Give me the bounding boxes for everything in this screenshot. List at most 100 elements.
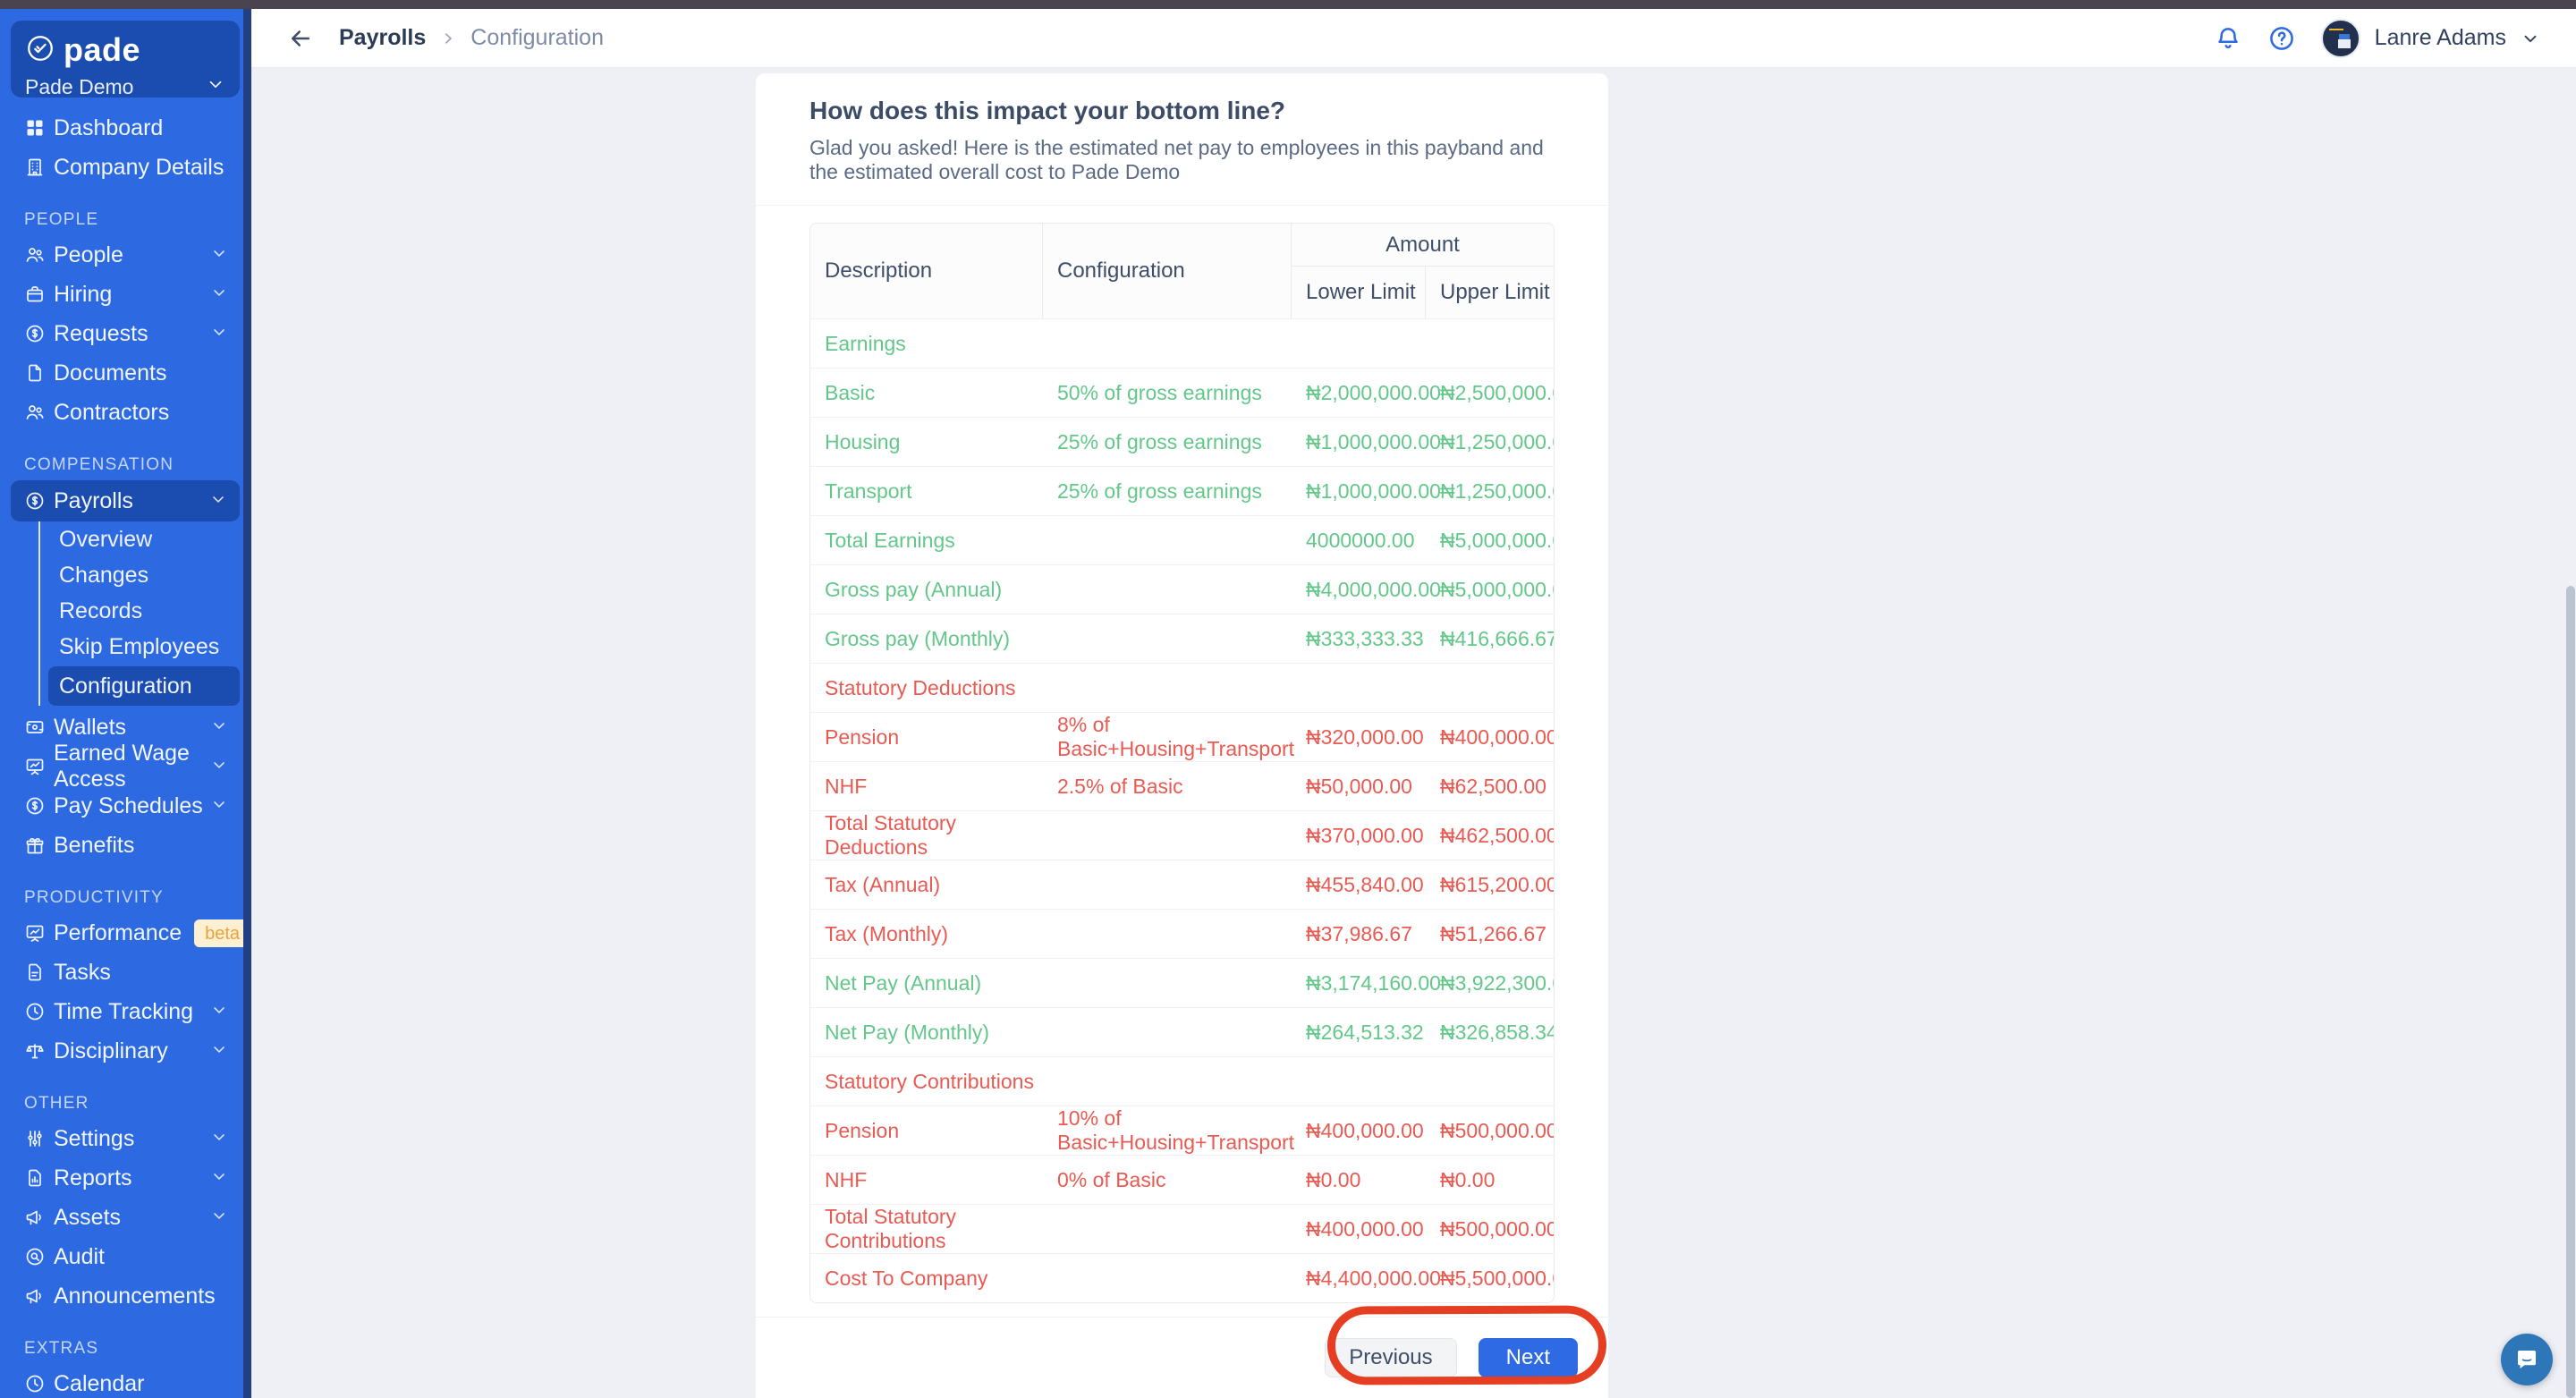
sidebar-item-benefits[interactable]: Benefits bbox=[0, 826, 251, 865]
sidebar-subitem-changes[interactable]: Changes bbox=[40, 557, 251, 593]
sidebar-item-audit[interactable]: Audit bbox=[0, 1237, 251, 1276]
notification-bell-icon bbox=[2217, 27, 2238, 48]
sidebar-item-wallets[interactable]: Wallets bbox=[0, 707, 251, 747]
subitem-label: Overview bbox=[59, 526, 153, 552]
sidebar-item-payrolls[interactable]: Payrolls bbox=[11, 480, 240, 521]
sidebar-item-dashboard[interactable]: Dashboard bbox=[0, 108, 251, 148]
report-icon bbox=[29, 1169, 41, 1187]
previous-button[interactable]: Previous bbox=[1325, 1338, 1457, 1377]
people-icon bbox=[26, 248, 44, 262]
cell-configuration: 25% of gross earnings bbox=[1043, 466, 1292, 515]
sidebar-item-settings[interactable]: Settings bbox=[0, 1119, 251, 1158]
sidebar-scrollbar[interactable] bbox=[243, 9, 251, 1398]
sidebar-subitem-skip-employees[interactable]: Skip Employees bbox=[40, 629, 251, 665]
cell-description: NHF bbox=[810, 1155, 1043, 1204]
cell-lower-limit: ₦455,840.00 bbox=[1292, 860, 1426, 909]
cell-configuration bbox=[1043, 614, 1292, 663]
cell-description: Gross pay (Annual) bbox=[810, 564, 1043, 614]
sidebar-item-reports[interactable]: Reports bbox=[0, 1158, 251, 1198]
page-title: How does this impact your bottom line? bbox=[809, 97, 1286, 124]
sidebar-item-tasks[interactable]: Tasks bbox=[0, 953, 251, 992]
sidebar-subitem-overview[interactable]: Overview bbox=[40, 521, 251, 557]
sidebar-item-calendar[interactable]: Calendar bbox=[0, 1364, 251, 1398]
sidebar-item-label: Calendar bbox=[54, 1370, 145, 1396]
audit-search-icon bbox=[26, 1248, 44, 1266]
cell-configuration bbox=[1043, 1253, 1292, 1302]
sidebar-item-label: Announcements bbox=[54, 1283, 216, 1309]
sidebar-item-pay-schedules[interactable]: Pay Schedules bbox=[0, 786, 251, 826]
cell-configuration bbox=[1043, 860, 1292, 909]
cell-description: Total Statutory Deductions bbox=[810, 810, 1043, 860]
sidebar-item-people[interactable]: People bbox=[0, 235, 251, 275]
sidebar-item-hiring[interactable]: Hiring bbox=[0, 275, 251, 314]
sidebar-item-contractors[interactable]: Contractors bbox=[0, 393, 251, 432]
sidebar-item-documents[interactable]: Documents bbox=[0, 353, 251, 393]
cell-description: Cost To Company bbox=[810, 1253, 1043, 1302]
cell-configuration bbox=[1043, 958, 1292, 1007]
back-button[interactable] bbox=[287, 25, 314, 52]
cell-description: Basic bbox=[810, 368, 1043, 417]
sidebar-item-earned-wage-access[interactable]: Earned Wage Access bbox=[0, 741, 251, 792]
chat-launcher-button[interactable] bbox=[2501, 1334, 2553, 1385]
page-subtitle: Glad you asked! Here is the estimated ne… bbox=[809, 136, 1544, 183]
page-scrollbar[interactable] bbox=[2566, 586, 2575, 1398]
sidebar-item-performance[interactable]: Performance beta bbox=[0, 913, 251, 953]
avatar bbox=[2320, 18, 2360, 58]
breadcrumb-payrolls-link[interactable]: Payrolls bbox=[339, 25, 427, 50]
notification-bell-button[interactable] bbox=[2214, 24, 2242, 53]
cell-description: Statutory Contributions bbox=[810, 1056, 1043, 1106]
next-button[interactable]: Next bbox=[1478, 1338, 1578, 1377]
org-switcher[interactable]: pade Pade Demo bbox=[11, 21, 240, 98]
cell-lower-limit bbox=[1292, 663, 1426, 712]
cell-lower-limit: ₦400,000.00 bbox=[1292, 1106, 1426, 1155]
announcement-megaphone-icon bbox=[26, 1289, 41, 1304]
chevron-down-icon bbox=[210, 715, 228, 741]
cell-description: Total Earnings bbox=[810, 515, 1043, 564]
header-actions: Lanre Adams bbox=[2214, 18, 2540, 58]
cell-lower-limit: ₦1,000,000.00 bbox=[1292, 417, 1441, 466]
table-row: Statutory Contributions bbox=[810, 1056, 1554, 1106]
cell-upper-limit: ₦1,250,000.00 bbox=[1426, 417, 1554, 466]
cell-lower-limit: ₦264,513.32 bbox=[1292, 1007, 1426, 1056]
table-row: Pension 10% of Basic+Housing+Transport ₦… bbox=[810, 1106, 1554, 1155]
cell-configuration bbox=[1043, 810, 1292, 860]
user-menu[interactable]: Lanre Adams bbox=[2320, 18, 2540, 58]
cell-lower-limit bbox=[1292, 1056, 1426, 1106]
cell-upper-limit: ₦5,000,000.00 bbox=[1426, 515, 1554, 564]
cell-upper-limit: ₦51,266.67 bbox=[1426, 909, 1554, 958]
sidebar-subitem-records[interactable]: Records bbox=[40, 593, 251, 629]
chevron-down-icon bbox=[210, 1038, 228, 1064]
sidebar-item-label: Tasks bbox=[54, 959, 111, 985]
sidebar-item-disciplinary[interactable]: Disciplinary bbox=[0, 1031, 251, 1071]
cell-lower-limit: 4000000.00 bbox=[1292, 515, 1426, 564]
sidebar-group-compensation: COMPENSATION bbox=[24, 455, 174, 474]
cell-upper-limit: ₦326,858.34 bbox=[1426, 1007, 1554, 1056]
performance-chart-icon bbox=[26, 925, 44, 942]
sidebar-item-assets[interactable]: Assets bbox=[0, 1198, 251, 1237]
cell-upper-limit: ₦615,200.00 bbox=[1426, 860, 1554, 909]
sidebar-item-company-details[interactable]: Company Details bbox=[0, 148, 251, 187]
calendar-clock-icon bbox=[26, 1375, 44, 1393]
presentation-chart-icon bbox=[26, 758, 44, 775]
cell-configuration bbox=[1043, 1204, 1292, 1253]
chevron-down-icon bbox=[210, 282, 228, 308]
user-name: Lanre Adams bbox=[2374, 25, 2506, 50]
cell-upper-limit: ₦62,500.00 bbox=[1426, 761, 1554, 810]
cell-configuration bbox=[1043, 1007, 1292, 1056]
cell-description: Pension bbox=[810, 712, 1043, 761]
sidebar-item-label: Time Tracking bbox=[54, 998, 194, 1024]
sidebar-subitem-configuration[interactable]: Configuration bbox=[48, 666, 240, 706]
cell-lower-limit: ₦50,000.00 bbox=[1292, 761, 1426, 810]
table-row: Tax (Annual) ₦455,840.00 ₦615,200.00 bbox=[810, 860, 1554, 909]
clock-icon bbox=[26, 1003, 44, 1021]
sidebar-item-time-tracking[interactable]: Time Tracking bbox=[0, 992, 251, 1031]
sidebar-item-requests[interactable]: Requests bbox=[0, 314, 251, 353]
payband-table-wrap: Description Configuration Amount Lower L… bbox=[809, 223, 1555, 1303]
breadcrumb: Payrolls Configuration bbox=[339, 25, 604, 51]
pade-logo-text: pade bbox=[64, 31, 141, 68]
help-circle-button[interactable] bbox=[2267, 24, 2296, 53]
table-row: Gross pay (Annual) ₦4,000,000.00 ₦5,000,… bbox=[810, 564, 1554, 614]
table-row: Earnings bbox=[810, 318, 1554, 368]
sidebar-item-announcements[interactable]: Announcements bbox=[0, 1276, 251, 1316]
dashboard-icon bbox=[27, 120, 43, 136]
